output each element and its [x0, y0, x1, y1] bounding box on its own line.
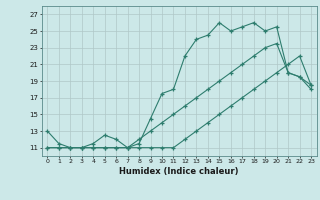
X-axis label: Humidex (Indice chaleur): Humidex (Indice chaleur): [119, 167, 239, 176]
